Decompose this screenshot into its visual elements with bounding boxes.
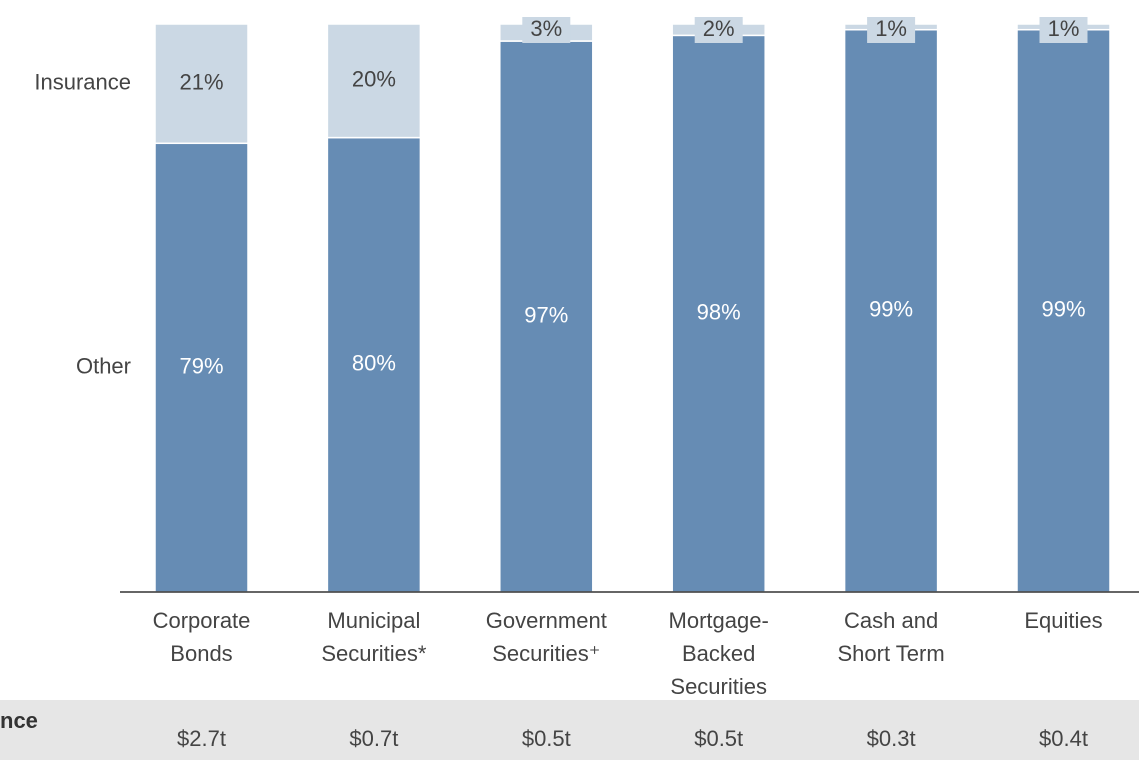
data-label: 2% [703,16,735,41]
data-label: 79% [179,353,223,378]
x-tick-label-line: Corporate [153,608,251,633]
bar-segment [671,34,766,593]
data-label: 80% [352,351,396,376]
data-label: 20% [352,67,396,92]
x-tick-label: Government Securities⁺ [486,608,607,666]
x-tick-label-line: Bonds [170,641,232,666]
x-tick-label: Mortgage- Backed Securities [669,608,769,699]
label-background [522,17,571,43]
x-tick-label-line: Backed [682,641,755,666]
bar-segment [326,136,422,593]
bar-segment [326,23,422,139]
x-tick-label-line: Mortgage- [669,608,769,633]
x-tick-label-line: Cash and [844,608,938,633]
label-background [1039,17,1088,43]
legend-label: Other [76,353,131,378]
data-label: 1% [875,16,907,41]
label-background [694,17,743,43]
x-tick-label-line: Municipal [327,608,420,633]
footer-band [0,700,1139,760]
footer-label: nce [0,708,38,733]
footer-value: $0.4t [1039,726,1088,751]
data-label: 1% [1048,16,1080,41]
bar-segment [1016,28,1111,593]
data-label: 3% [530,16,562,41]
x-tick-label-line: Government [486,608,607,633]
legend-label: Insurance [34,69,131,94]
x-tick-label: Municipal Securities* [321,608,427,666]
data-label: 21% [179,69,223,94]
footer-value: $0.3t [867,726,916,751]
x-tick-label: Corporate Bonds [153,608,251,666]
bar-segment [154,23,249,145]
x-tick-label-line: Securities⁺ [492,641,600,666]
footer-value: $0.5t [522,726,571,751]
x-tick-label-line: Securities* [321,641,427,666]
data-label: 99% [869,297,913,322]
data-label: 98% [697,299,741,324]
bar-segment [843,28,939,593]
data-label: 97% [524,302,568,327]
x-tick-label: Cash and Short Term [838,608,945,666]
x-tick-label: Equities [1024,608,1102,633]
footer-value: $0.7t [349,726,398,751]
x-tick-label-line: Equities [1024,608,1102,633]
label-background [867,17,916,43]
footer-value: $2.7t [177,726,226,751]
x-tick-label-line: Short Term [838,641,945,666]
bar-segment [154,142,249,593]
footer-value: $0.5t [694,726,743,751]
x-tick-label-line: Securities [670,674,767,699]
data-label: 99% [1041,297,1085,322]
